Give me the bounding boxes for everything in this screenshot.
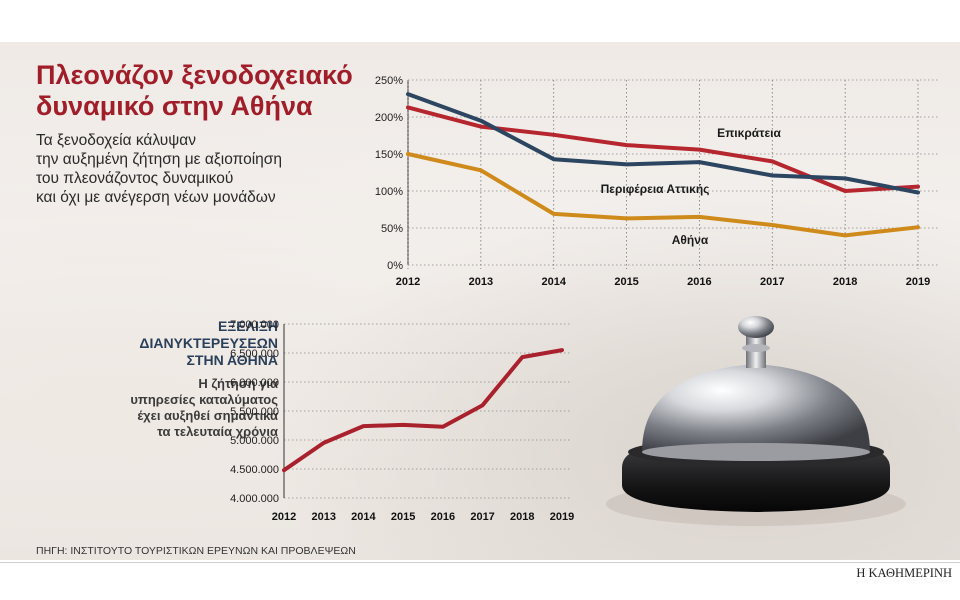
y-tick-label: 150% [375, 149, 403, 161]
y-tick-label: 200% [375, 112, 403, 124]
bell-button [738, 316, 774, 338]
series-line-3 [406, 152, 920, 238]
y-tick-label: 4.000.000 [230, 493, 279, 505]
y-tick-label: 0% [387, 260, 403, 272]
x-tick-label: 2015 [614, 276, 638, 288]
x-tick-label: 2012 [396, 276, 420, 288]
overnight-stays-description: Η ζήτηση για υπηρεσίες καταλύματος έχει … [130, 376, 278, 439]
series-line-2 [406, 92, 920, 195]
series-label: Αθήνα [672, 233, 709, 247]
x-tick-label: 2019 [550, 511, 574, 523]
x-tick-label: 2016 [687, 276, 711, 288]
x-tick-label: 2014 [541, 276, 566, 288]
y-tick-label: 100% [375, 186, 403, 198]
x-tick-label: 2018 [833, 276, 857, 288]
series-line-1 [282, 348, 564, 473]
series-label: Περιφέρεια Αττικής [601, 182, 710, 196]
overnight-stays-heading: ΕΞΕΛΙΞΗ ΔΙΑΝΥΚΤΕΡΕΥΣΕΩΝ ΣΤΗΝ ΑΘΗΝΑ [139, 318, 278, 368]
x-tick-label: 2019 [906, 276, 930, 288]
x-tick-label: 2014 [351, 511, 376, 523]
y-tick-label: 5.000.000 [230, 435, 279, 447]
y-tick-label: 250% [375, 75, 403, 87]
x-tick-label: 2012 [272, 511, 296, 523]
y-tick-label: 4.500.000 [230, 464, 279, 476]
main-subtitle: Τα ξενοδοχεία κάλυψαν την αυξημένη ζήτησ… [36, 132, 282, 206]
x-tick-label: 2015 [391, 511, 415, 523]
footer-divider [0, 562, 960, 563]
x-tick-label: 2016 [431, 511, 455, 523]
x-tick-label: 2017 [470, 511, 494, 523]
x-tick-label: 2018 [510, 511, 534, 523]
x-tick-label: 2013 [469, 276, 493, 288]
x-tick-label: 2013 [311, 511, 335, 523]
y-tick-label: 6.500.000 [230, 348, 279, 360]
bell-dome-rim [642, 443, 870, 461]
y-tick-label: 50% [381, 223, 403, 235]
main-title: Πλεονάζον ξενοδοχειακό δυναμικό στην Αθή… [36, 60, 353, 121]
bell-stem-ring [742, 344, 770, 352]
bell-base [622, 448, 890, 512]
series-label: Επικράτεια [717, 126, 781, 140]
newspaper-brand: Η ΚΑΘΗΜΕΡΙΝΗ [856, 566, 952, 580]
y-tick-label: 6.000.000 [230, 377, 279, 389]
y-tick-label: 7.000.000 [230, 319, 279, 331]
source-note: ΠΗΓΗ: ΙΝΣΤΙΤΟΥΤΟ ΤΟΥΡΙΣΤΙΚΩΝ ΕΡΕΥΝΩΝ ΚΑΙ… [36, 545, 356, 557]
bell-dome [642, 364, 870, 452]
y-tick-label: 5.500.000 [230, 406, 279, 418]
x-tick-label: 2017 [760, 276, 784, 288]
